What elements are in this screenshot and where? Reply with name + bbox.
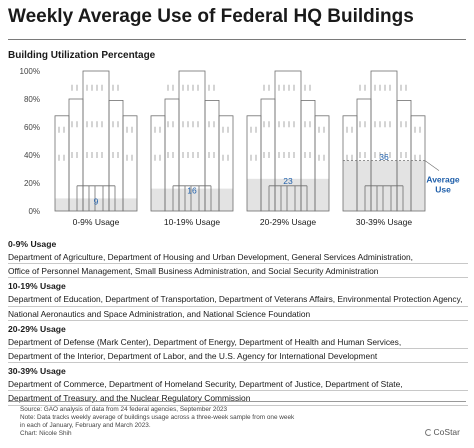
group-line: Department of Treasury, and the Nuclear … <box>8 391 468 406</box>
y-tick-label: 0% <box>28 207 40 216</box>
building-right-wing <box>122 115 138 212</box>
category-label: 30-39% Usage <box>356 217 413 227</box>
building-center-left <box>68 98 84 212</box>
usage-fill-bar <box>151 188 233 211</box>
annotation-leader <box>424 160 440 171</box>
building-center-right <box>108 100 124 212</box>
group-heading: 10-19% Usage <box>8 281 66 292</box>
note-line: Note: Data tracks weekly average of buil… <box>20 414 295 421</box>
usage-fill-bar <box>55 198 137 211</box>
group-line: Department of Commerce, Department of Ho… <box>8 377 468 392</box>
building-tower <box>82 70 110 212</box>
y-tick-label: 80% <box>24 95 40 104</box>
agency-group: 30-39% Usage Department of Commerce, Dep… <box>8 365 468 406</box>
y-tick-label: 20% <box>24 179 40 188</box>
note-line: in each of January, February and March 2… <box>20 422 151 429</box>
brand-name: CoStar <box>433 427 460 437</box>
agency-groups: 0-9% Usage Department of Agriculture, De… <box>8 236 468 406</box>
building-right-wing <box>218 115 234 212</box>
category-label: 0-9% Usage <box>73 217 120 227</box>
value-label: 23 <box>283 176 293 186</box>
value-label: 16 <box>187 186 197 196</box>
chart-title: Weekly Average Use of Federal HQ Buildin… <box>8 6 414 27</box>
group-line: Department of Education, Department of T… <box>8 292 468 307</box>
agency-group: 0-9% Usage Department of Agriculture, De… <box>8 238 468 279</box>
credit-line: Chart: Nicole Shih <box>20 430 72 437</box>
group-line: Department of the Interior, Department o… <box>8 349 468 364</box>
building-chart: 0% 20% 40% 60% 80% 100% 9 0-9% Usage 16 10-19% Us… <box>20 67 460 227</box>
logo-icon <box>424 429 432 436</box>
value-label: 36 <box>379 152 389 162</box>
group-line: National Aeronautics and Space Administr… <box>8 307 468 321</box>
value-label: 9 <box>94 196 99 206</box>
group-heading: 30-39% Usage <box>8 366 66 377</box>
annotation-label: Average <box>426 175 460 185</box>
title-divider <box>8 39 466 40</box>
brand-logo: CoStar <box>424 427 460 437</box>
annotation-label: Use <box>435 185 451 195</box>
group-heading: 0-9% Usage <box>8 239 57 249</box>
group-line: Department of Agriculture, Department of… <box>8 250 468 265</box>
source-line: Source: GAO analysis of data from 24 fed… <box>20 406 228 413</box>
agency-group: 10-19% Usage Department of Education, De… <box>8 280 468 321</box>
source-notes: Source: GAO analysis of data from 24 fed… <box>20 406 294 438</box>
group-line: Office of Personnel Management, Small Bu… <box>8 264 468 279</box>
group-heading: 20-29% Usage <box>8 323 66 334</box>
category-label: 10-19% Usage <box>164 217 221 227</box>
category-label: 20-29% Usage <box>260 217 317 227</box>
group-line: Department of Defense (Mark Center), Dep… <box>8 335 468 349</box>
chart-subtitle: Building Utilization Percentage <box>8 50 156 61</box>
y-tick-label: 60% <box>24 123 40 132</box>
footer-divider <box>8 401 466 402</box>
y-tick-label: 40% <box>24 151 40 160</box>
building-right-wing <box>410 115 426 212</box>
agency-group: 20-29% Usage Department of Defense (Mark… <box>8 323 468 364</box>
y-tick-label: 100% <box>20 67 40 76</box>
building-left-wing <box>54 115 70 212</box>
building-right-wing <box>314 115 330 212</box>
